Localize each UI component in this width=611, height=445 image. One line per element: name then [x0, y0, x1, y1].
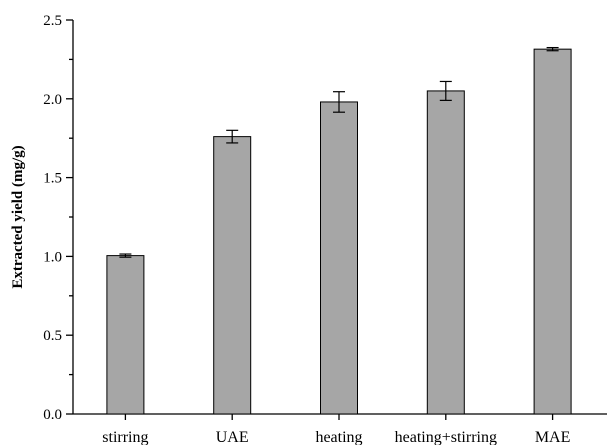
y-tick-label: 2.5 [43, 13, 62, 29]
bar [107, 256, 144, 414]
bar [321, 102, 358, 414]
plot-area: 0.0 0.5 1.0 1.5 2.0 2.5 stirring UAE heating heat… [43, 13, 607, 445]
bar [427, 91, 464, 414]
y-tick-label: 1.0 [43, 249, 62, 265]
x-tick-label: heating [315, 429, 362, 445]
y-axis-title: Extracted yield (mg/g) [10, 145, 26, 288]
bar [214, 137, 251, 414]
y-tick-label: 2.0 [43, 92, 62, 108]
y-tick-label: 1.5 [43, 171, 62, 187]
x-tick-label: MAE [535, 429, 571, 445]
x-tick-label: UAE [216, 429, 249, 445]
y-tick-label: 0.5 [43, 328, 62, 344]
y-tick-label: 0.0 [43, 407, 62, 423]
bar [534, 49, 571, 414]
x-tick-label: heating+stirring [395, 429, 497, 445]
x-tick-label: stirring [102, 429, 148, 445]
